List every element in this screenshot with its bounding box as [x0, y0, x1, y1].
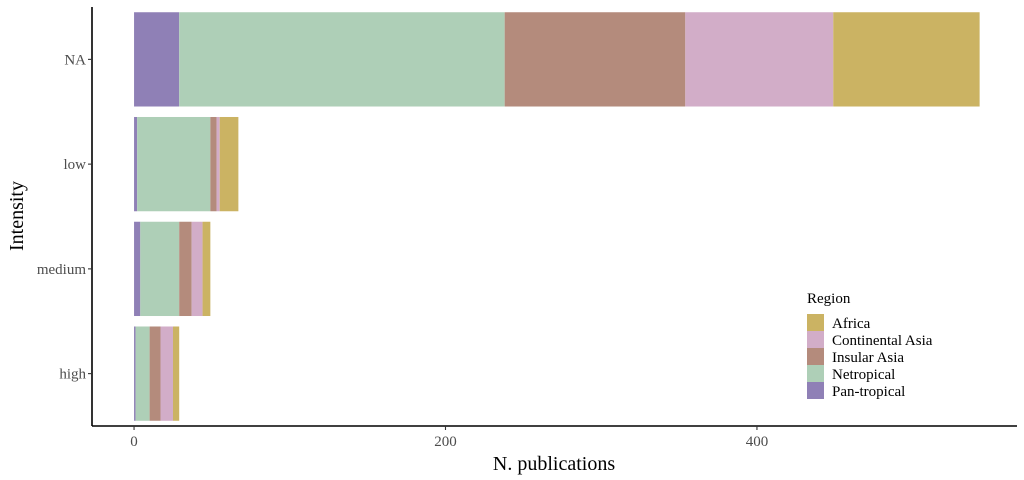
bar-segment-low-continental-asia	[216, 116, 220, 212]
x-axis-title: N. publications	[493, 453, 615, 475]
y-tick-label: medium	[37, 262, 86, 278]
bar-segment-medium-pan-tropical	[134, 221, 141, 317]
bar-segment-high-netropical	[135, 326, 150, 421]
y-axis-title: Intensity	[6, 181, 28, 251]
legend-key-continental-asia	[807, 331, 824, 348]
bar-segment-medium-continental-asia	[191, 221, 203, 317]
legend-label: Netropical	[832, 367, 895, 383]
x-axis-ticks: 0 200 400	[130, 426, 768, 450]
legend-key-insular-asia	[807, 348, 824, 365]
bar-segment-na-continental-asia	[685, 12, 834, 107]
y-tick-label: high	[59, 367, 86, 383]
bar-segment-low-netropical	[137, 116, 211, 212]
bar-segment-medium-netropical	[140, 221, 180, 317]
bar-segment-low-africa	[219, 116, 239, 212]
x-tick-label: 200	[434, 434, 457, 450]
bar-segment-high-insular-asia	[149, 326, 161, 421]
legend-label: Insular Asia	[832, 350, 904, 366]
bar-segment-high-africa	[172, 326, 180, 421]
bar-segment-medium-africa	[202, 221, 211, 317]
y-tick-label: low	[64, 157, 87, 173]
x-tick-label: 0	[130, 434, 138, 450]
legend-key-africa	[807, 314, 824, 331]
x-tick-label: 400	[746, 434, 769, 450]
legend-label: Continental Asia	[832, 333, 933, 349]
legend-label: Africa	[832, 316, 871, 332]
bars-group	[134, 12, 980, 421]
legend-title: Region	[807, 291, 851, 307]
bar-segment-medium-insular-asia	[179, 221, 192, 317]
y-axis-ticks: NA low medium high	[37, 52, 92, 383]
bar-segment-high-continental-asia	[160, 326, 173, 421]
bar-segment-na-insular-asia	[504, 12, 686, 107]
legend-key-netropical	[807, 365, 824, 382]
bar-segment-low-insular-asia	[210, 116, 217, 212]
legend-label: Pan-tropical	[832, 384, 905, 400]
bar-segment-high-pan-tropical	[134, 326, 136, 421]
legend-key-pan-tropical	[807, 382, 824, 399]
bar-segment-low-pan-tropical	[134, 116, 138, 212]
y-tick-label: NA	[64, 52, 86, 68]
bar-segment-na-africa	[833, 12, 980, 107]
bar-segment-na-netropical	[179, 12, 505, 107]
bar-segment-na-pan-tropical	[134, 12, 180, 107]
